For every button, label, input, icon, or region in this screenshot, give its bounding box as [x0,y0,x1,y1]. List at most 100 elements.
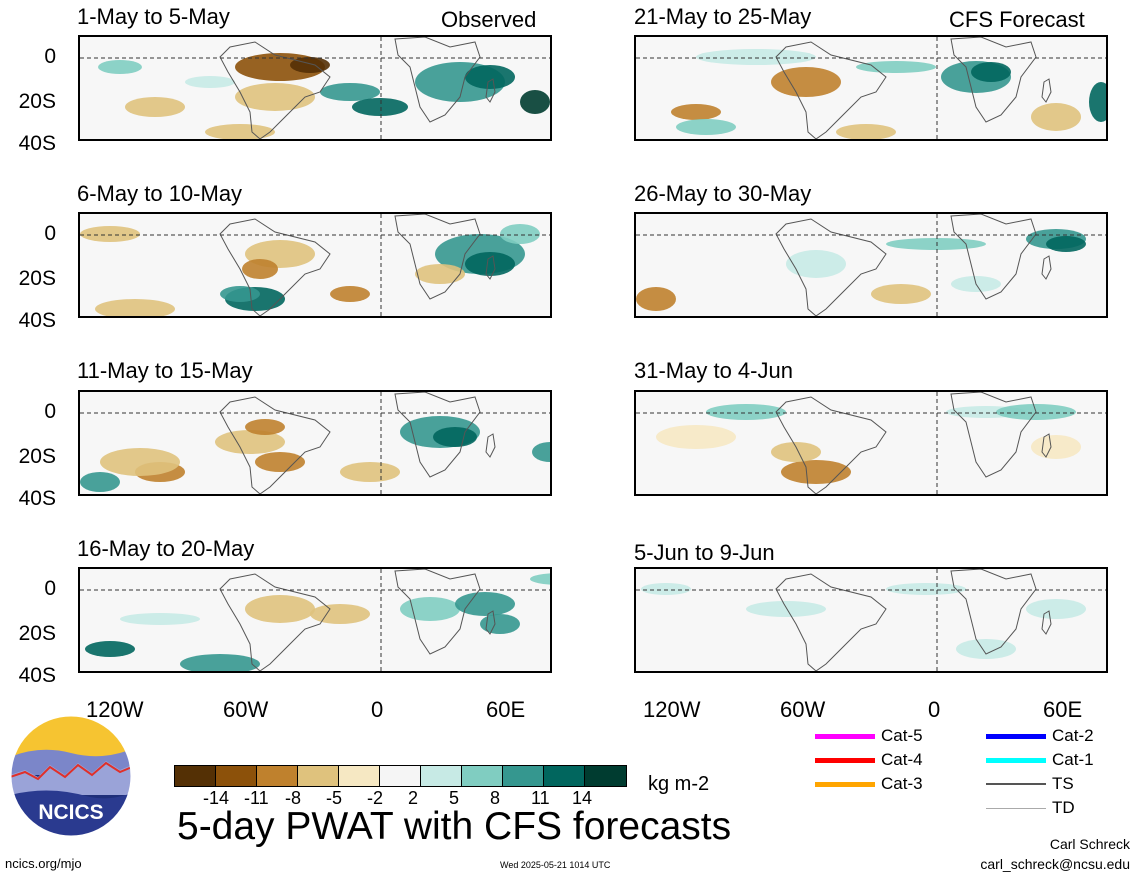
south-america-outline [219,396,331,494]
colorbar-swatch [503,766,544,786]
madagascar-outline [485,610,496,635]
panel-title-left-3: 11-May to 15-May [77,358,253,383]
ylabel-40s-row1: 40S [18,132,56,155]
legend-label: Cat-5 [881,726,923,745]
africa-outline [950,392,1037,478]
footer-email: carl_schreck@ncsu.edu [980,856,1130,872]
south-america-outline [219,41,331,139]
colorbar-tick-label: 11 [531,788,550,808]
legend-line-swatch [986,734,1046,739]
ylabel-0-row4: 0 [44,577,56,600]
map-panel-forecast-1 [634,35,1108,141]
madagascar-outline [1041,610,1052,635]
ylabel-20s-row1: 20S [18,90,56,113]
madagascar-outline [485,78,496,103]
map-panel-observed-1 [78,35,552,141]
xlabel-60e-right: 60E [1043,697,1083,722]
pwat-field [636,569,1106,671]
africa-outline [950,214,1037,300]
colorbar-swatch [257,766,298,786]
xlabel-60e-left: 60E [486,697,526,722]
ylabel-0-row3: 0 [44,400,56,423]
map-panel-forecast-3 [634,390,1108,496]
south-america-outline [775,396,887,494]
panel-title-left-4: 16-May to 20-May [77,536,255,561]
colorbar-tick-label: 2 [408,788,419,808]
legend-label: Cat-1 [1052,750,1094,769]
map-panel-forecast-4 [634,567,1108,673]
cfs-forecast-label: CFS Forecast [949,7,1085,32]
ylabel-40s-row2: 40S [18,309,56,332]
main-title: 5-day PWAT with CFS forecasts [177,805,732,848]
map-panel-observed-2 [78,212,552,318]
south-america-outline [775,41,887,139]
madagascar-outline [1041,255,1052,280]
pwat-field [636,392,1106,494]
africa-outline [950,37,1037,123]
panel-title-left-1: 1-May to 5-May [77,4,230,29]
ylabel-20s-row3: 20S [18,445,56,468]
legend-line-swatch [986,808,1046,809]
ylabel-0-row2: 0 [44,222,56,245]
map-panel-forecast-2 [634,212,1108,318]
pwat-field [636,214,1106,316]
colorbar-units: kg m-2 [648,773,710,795]
pwat-field [636,37,1106,139]
madagascar-outline [1041,433,1052,458]
legend-label: Cat-4 [881,750,923,769]
south-america-outline [775,218,887,316]
xlabel-60w-left: 60W [223,697,269,722]
ylabel-0-row1: 0 [44,45,56,68]
madagascar-outline [1041,78,1052,103]
legend-line-swatch [986,758,1046,763]
ylabel-20s-row4: 20S [18,622,56,645]
xlabel-120w-left: 120W [86,697,144,722]
panel-title-right-1: 21-May to 25-May [634,4,812,29]
south-america-outline [775,573,887,671]
ylabel-40s-row3: 40S [18,487,56,510]
ncics-logo: NCICS [10,715,132,837]
madagascar-outline [485,433,496,458]
legend-line-swatch [986,783,1046,785]
colorbar-tick-label: -14 [203,788,230,808]
xlabel-0-right: 0 [928,697,941,722]
colorbar-swatch [298,766,339,786]
pwat-field [80,214,550,316]
legend-line-swatch [815,734,875,739]
colorbar-swatch [585,766,626,786]
colorbar-tick-label: 5 [449,788,460,808]
colorbar-swatch [339,766,380,786]
colorbar-tick-label: 8 [490,788,501,808]
footer-author: Carl Schreck [1049,836,1130,852]
colorbar-swatch [175,766,216,786]
pwat-field [80,392,550,494]
legend-label: TD [1052,798,1075,817]
madagascar-outline [485,255,496,280]
panel-title-right-2: 26-May to 30-May [634,181,812,206]
pwat-field [80,37,550,139]
colorbar [174,765,627,787]
africa-outline [394,214,481,300]
africa-outline [394,392,481,478]
africa-outline [394,569,481,655]
logo-text: NCICS [38,801,103,824]
colorbar-swatch [216,766,257,786]
map-panel-observed-4 [78,567,552,673]
colorbar-swatch [462,766,503,786]
legend-line-swatch [815,758,875,763]
colorbar-tick-label: -2 [367,788,384,808]
xlabel-60w-right: 60W [780,697,826,722]
colorbar-tick-label: 14 [572,788,593,808]
pwat-field [80,569,550,671]
africa-outline [394,37,481,123]
colorbar-tick-label: -5 [326,788,343,808]
colorbar-swatch [544,766,585,786]
colorbar-tick-label: -8 [285,788,302,808]
colorbar-swatch [380,766,421,786]
legend-label: TS [1052,774,1074,793]
panel-title-right-4: 5-Jun to 9-Jun [634,540,775,565]
footer-url: ncics.org/mjo [5,856,82,871]
map-panel-observed-3 [78,390,552,496]
legend-label: Cat-3 [881,774,923,793]
south-america-outline [219,573,331,671]
